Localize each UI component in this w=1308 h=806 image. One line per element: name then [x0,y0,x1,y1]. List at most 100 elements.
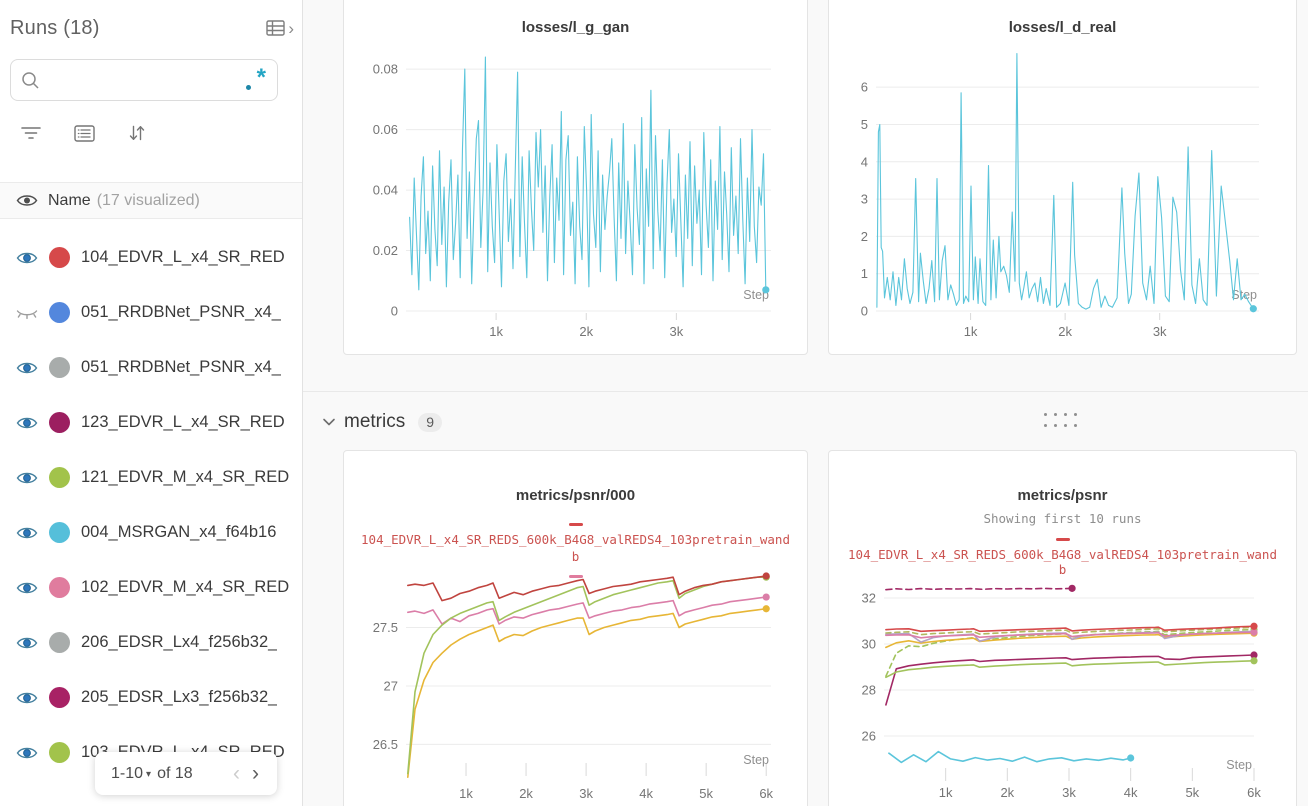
run-name[interactable]: 205_EDSR_Lx3_f256b32_ [81,688,278,706]
svg-text:27.5: 27.5 [373,620,398,635]
chart-legend: 104_EDVR_L_x4_SR_REDS_600k_B4G8_valREDS4… [829,528,1296,577]
svg-text:5: 5 [861,117,868,132]
next-page-button[interactable]: › [252,762,259,785]
page-range-dropdown[interactable]: 1-10 [111,764,144,782]
svg-text:3k: 3k [579,786,593,801]
chart-legend: 104_EDVR_L_x4_SR_REDS_600k_B4G8_valREDS4… [344,513,807,583]
svg-text:5k: 5k [699,786,713,801]
visibility-eye-icon[interactable] [16,745,40,761]
svg-text:26.5: 26.5 [373,737,398,752]
legend-run-name[interactable]: 104_EDVR_L_x4_SR_REDS_600k_B4G8_valREDS4… [848,547,1277,562]
line-plot[interactable]: 0 1 2 3 4 5 6 1k 2k 3k Step [829,43,1298,348]
collapse-chevron-icon[interactable] [322,416,336,428]
run-name[interactable]: 051_RRDBNet_PSNR_x4_ [81,358,281,376]
svg-text:30: 30 [862,636,876,651]
run-row[interactable]: 104_EDVR_L_x4_SR_RED [0,230,302,285]
svg-text:3: 3 [861,192,868,207]
line-plot[interactable]: 0 0.02 0.04 0.06 0.08 1k 2k 3k Step [344,43,809,348]
panel-count-badge: 9 [418,412,443,432]
eye-icon [16,193,38,208]
svg-text:4: 4 [861,154,868,169]
runs-toolbar [20,122,148,144]
panel-metrics-psnr[interactable]: metrics/psnr Showing first 10 runs 104_E… [828,450,1297,806]
run-color-dot [49,742,70,763]
name-column-header[interactable]: Name (17 visualized) [0,182,302,219]
visibility-eye-icon[interactable] [16,250,40,266]
visualized-count: (17 visualized) [96,191,200,209]
visibility-eye-icon[interactable] [16,580,40,596]
run-color-dot [49,412,70,433]
run-color-dot [49,302,70,323]
pagination-bar: 1-10 ▾ of 18 ‹ › [95,752,277,795]
svg-text:1k: 1k [939,785,953,800]
metrics-section-header[interactable]: metrics 9 [322,408,443,436]
run-name[interactable]: 004_MSRGAN_x4_f64b16 [81,523,277,541]
visibility-eye-icon[interactable] [16,525,40,541]
svg-text:1k: 1k [459,786,473,801]
legend-dash-pink [568,575,583,578]
svg-text:0: 0 [391,304,398,319]
expand-table-chevron-icon[interactable]: › [288,18,294,38]
svg-text:0.06: 0.06 [373,122,398,137]
line-plot[interactable]: 26.5 27 27.5 1k 2k 3k 4k 5k 6k Step [344,571,809,806]
svg-text:Step: Step [1226,758,1252,772]
svg-text:32: 32 [862,591,876,606]
run-name[interactable]: 123_EDVR_L_x4_SR_RED [81,413,285,431]
runs-count-title: Runs (18) [10,16,100,39]
svg-text:6: 6 [861,80,868,95]
run-name[interactable]: 104_EDVR_L_x4_SR_RED [81,248,285,266]
run-name[interactable]: 102_EDVR_M_x4_SR_RED [81,578,290,596]
visibility-eye-icon[interactable] [16,360,40,376]
panel-metrics-psnr-000[interactable]: metrics/psnr/000 104_EDVR_L_x4_SR_REDS_6… [343,450,808,806]
run-row[interactable]: 206_EDSR_Lx4_f256b32_ [0,615,302,670]
svg-text:2: 2 [861,229,868,244]
line-plot[interactable]: 26 28 30 32 1k 2k 3k 4k 5k 6k Step [829,576,1298,806]
visibility-eye-icon[interactable] [16,305,40,321]
run-row[interactable]: 051_RRDBNet_PSNR_x4_ [0,340,302,395]
section-title: metrics [344,411,406,432]
regex-toggle-icon[interactable]: * [243,64,267,92]
run-row[interactable]: 004_MSRGAN_x4_f64b16 [0,505,302,560]
visibility-eye-icon[interactable] [16,635,40,651]
filter-icon[interactable] [20,122,42,144]
visibility-eye-icon[interactable] [16,690,40,706]
run-row[interactable]: 205_EDSR_Lx3_f256b32_ [0,670,302,725]
search-input[interactable] [48,72,243,88]
prev-page-button[interactable]: ‹ [233,762,240,785]
svg-text:4k: 4k [1124,785,1138,800]
panel-losses-l-d-real[interactable]: losses/l_d_real 0 1 2 3 4 5 6 1k 2k 3k Step [828,0,1297,355]
panel-drag-handle-icon[interactable] [1044,413,1077,427]
svg-text:1: 1 [861,266,868,281]
legend-run-name-wrap[interactable]: b [571,549,580,564]
legend-run-name-wrap[interactable]: b [1058,562,1067,577]
runs-list: 104_EDVR_L_x4_SR_RED 051_RRDBNet_PSNR_x4… [0,219,302,806]
list-panel-icon[interactable] [73,122,95,144]
svg-text:0.08: 0.08 [373,62,398,77]
sort-icon[interactable] [126,122,148,144]
svg-text:0: 0 [861,304,868,319]
run-row[interactable]: 051_RRDBNet_PSNR_x4_ [0,285,302,340]
panel-losses-l-g-gan[interactable]: losses/l_g_gan 0 0.02 0.04 0.06 0.08 1k 2k 3k St… [343,0,808,355]
svg-text:0.04: 0.04 [373,183,398,198]
runs-table-icon[interactable] [266,19,286,37]
svg-text:Step: Step [743,753,769,767]
run-name[interactable]: 206_EDSR_Lx4_f256b32_ [81,633,278,651]
run-color-dot [49,687,70,708]
run-color-dot [49,247,70,268]
run-name[interactable]: 121_EDVR_M_x4_SR_RED [81,468,290,486]
svg-text:6k: 6k [759,786,773,801]
visibility-eye-icon[interactable] [16,415,40,431]
run-name[interactable]: 051_RRDBNet_PSNR_x4_ [81,303,281,321]
svg-text:Step: Step [743,288,769,302]
run-color-dot [49,522,70,543]
run-color-dot [49,577,70,598]
run-row[interactable]: 121_EDVR_M_x4_SR_RED [0,450,302,505]
svg-text:2k: 2k [1058,324,1072,339]
visibility-eye-icon[interactable] [16,470,40,486]
page-range-caret-icon[interactable]: ▾ [146,769,152,780]
run-row[interactable]: 102_EDVR_M_x4_SR_RED [0,560,302,615]
run-row[interactable]: 123_EDVR_L_x4_SR_RED [0,395,302,450]
svg-text:1k: 1k [964,324,978,339]
legend-run-name[interactable]: 104_EDVR_L_x4_SR_REDS_600k_B4G8_valREDS4… [361,532,790,547]
run-search[interactable]: * [10,59,278,101]
